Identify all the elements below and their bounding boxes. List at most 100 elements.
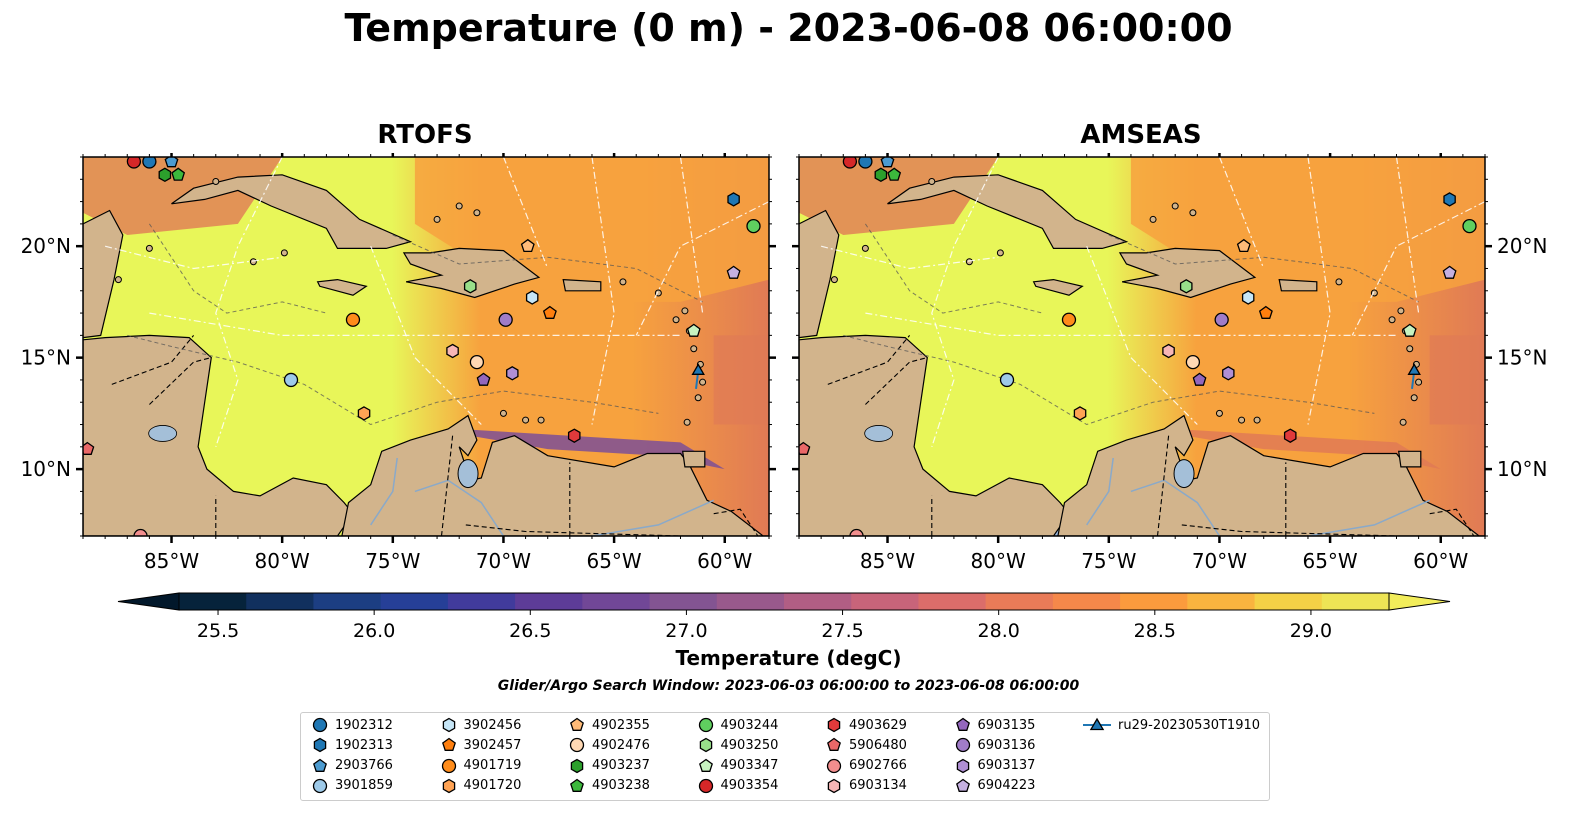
legend-marker-hexagon — [699, 738, 712, 753]
marker-4903629 — [567, 428, 581, 443]
colorbar-tick-label: 27.0 — [665, 620, 707, 642]
marker-1902312 — [858, 157, 873, 169]
island — [683, 418, 691, 426]
legend-marker-pentagon — [570, 717, 584, 731]
legend-marker-shape — [827, 717, 841, 733]
land-mass — [1118, 247, 1257, 299]
legend-marker-pentagon — [441, 737, 456, 752]
island — [280, 249, 288, 257]
land-mass — [83, 209, 124, 339]
marker-2903766 — [880, 157, 895, 168]
colorbar-swatch — [447, 593, 516, 610]
legend-label: 4903250 — [720, 737, 779, 753]
legend-label: 6903134 — [849, 778, 907, 794]
island — [1397, 307, 1405, 315]
map-field — [83, 157, 769, 536]
colorbar-tick-label: 26.5 — [509, 620, 551, 642]
marker-4902476 — [1185, 354, 1201, 370]
land-mass — [1398, 450, 1422, 468]
panel-title-amseas: AMSEAS — [1080, 120, 1202, 150]
panel-title-rtofs: RTOFS — [377, 120, 473, 150]
legend-marker-shape — [570, 717, 584, 731]
x-tick-label: 65°W — [1302, 549, 1357, 573]
marker-4901719 — [1061, 312, 1077, 327]
legend-marker-shape — [955, 717, 970, 731]
marker-4902476 — [469, 354, 485, 370]
legend-item: 4902476 — [568, 735, 650, 755]
land-mass — [799, 209, 840, 339]
land-mass — [1032, 278, 1084, 296]
island — [681, 307, 689, 315]
y-tick-label: 10°N — [21, 457, 71, 481]
marker-6904223 — [1442, 265, 1457, 279]
marker-4903244 — [1462, 218, 1477, 234]
lake — [148, 425, 178, 442]
island — [1253, 416, 1261, 424]
legend-item: 4902355 — [568, 715, 650, 735]
marker-4902355 — [1236, 238, 1251, 253]
legend-item: 4901720 — [440, 776, 521, 796]
eez-boundary — [931, 157, 999, 447]
colorbar-swatch — [1254, 593, 1323, 610]
country-border — [1429, 508, 1475, 536]
map-frame — [82, 156, 770, 537]
land-mass — [1057, 414, 1485, 536]
island — [433, 215, 441, 223]
legend-label: 3902456 — [463, 717, 522, 733]
eez-boundary — [1351, 201, 1485, 336]
legend-marker-circle — [826, 758, 842, 773]
colorbar-tick-label: 26.0 — [353, 620, 395, 642]
legend-label: 5906480 — [849, 737, 907, 753]
island — [1410, 394, 1418, 402]
river — [591, 499, 715, 536]
marker-3901859 — [999, 372, 1015, 388]
marker-6903137 — [506, 366, 519, 381]
marker-4903347 — [1402, 323, 1417, 337]
warm-region — [1429, 335, 1485, 425]
search-window-caption: Glider/Argo Search Window: 2023-06-03 06… — [497, 678, 1080, 694]
marker-4903238 — [887, 167, 902, 181]
island — [861, 244, 869, 252]
legend-marker-circle — [312, 778, 328, 794]
marker-6904223 — [726, 265, 741, 279]
legend-marker-shape — [570, 758, 584, 773]
y-tick-label: 20°N — [21, 234, 71, 258]
map-panel-amseas: 85°W 80°W 75°W 70°W 65°W 60°W 10°N 15°N 20°N — [792, 153, 1547, 573]
legend-marker-pentagon — [955, 717, 970, 731]
x-tick-label: 65°W — [586, 549, 641, 573]
marker-4903354 — [126, 157, 142, 169]
legend-label: 3901859 — [335, 778, 393, 794]
marker-4903244 — [746, 218, 761, 234]
legend-item: 4903347 — [697, 756, 778, 776]
legend-marker-shape — [827, 778, 841, 794]
marker-4903347 — [686, 323, 701, 337]
island — [1171, 202, 1179, 210]
marker-4903250 — [463, 279, 477, 294]
colorbar-swatch — [515, 593, 583, 610]
legend-marker-circle — [698, 778, 713, 794]
colorbar-swatch — [1187, 593, 1256, 610]
marker-3901859 — [283, 372, 299, 388]
cool-upwelling — [459, 429, 725, 470]
colorbar-tick-label: 27.5 — [821, 620, 863, 642]
eez-boundary — [679, 157, 704, 314]
legend-marker-shape — [442, 778, 455, 794]
legend-marker-shape — [955, 738, 970, 753]
river — [1130, 479, 1221, 536]
legend-item: 4903238 — [568, 776, 650, 796]
x-tick-label: 70°W — [1192, 549, 1247, 573]
y-tick-label: 10°N — [1497, 457, 1547, 481]
legend-label: 6904223 — [977, 778, 1036, 794]
island — [1189, 209, 1197, 217]
legend-marker-hexagon — [442, 778, 455, 794]
marker-6903137 — [1222, 366, 1235, 381]
legend-label: 3902457 — [463, 737, 522, 753]
marker-4903238 — [171, 167, 186, 181]
lake — [864, 425, 894, 442]
colorbar-swatch — [649, 593, 718, 610]
legend-item: 6903134 — [825, 776, 907, 796]
marker-4901720 — [357, 406, 371, 421]
marker-6902766 — [133, 528, 148, 536]
country-border — [1156, 435, 1170, 536]
legend-label: 6903136 — [977, 737, 1036, 753]
